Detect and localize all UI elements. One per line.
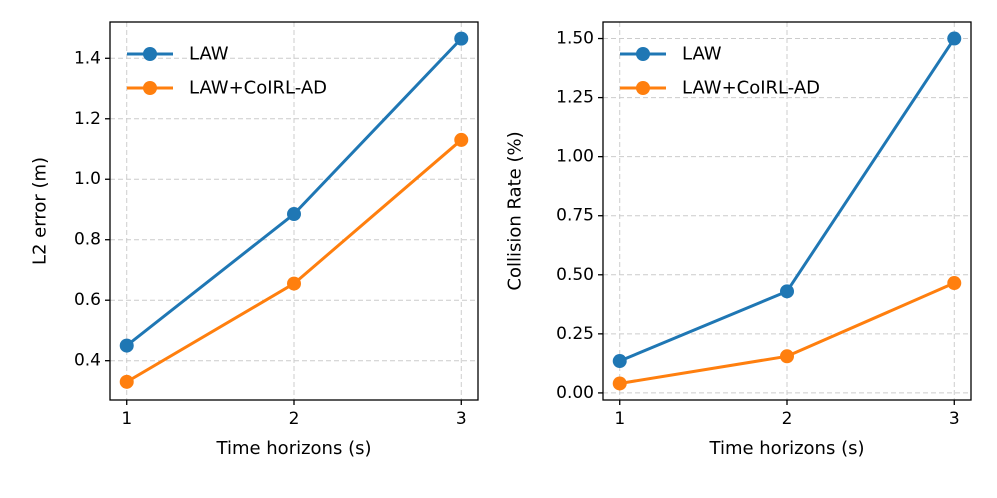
y-tick-label: 0.75 [556,206,594,226]
legend-marker [143,47,157,61]
legend-marker [636,81,650,95]
data-point-law [780,284,794,299]
x-axis-label: Time horizons (s) [216,438,372,459]
y-axis-label: L2 error (m) [30,157,51,265]
data-point-law [947,31,962,46]
data-point-law-coirl-ad [287,276,301,291]
legend: LAW LAW+CoIRL-AD [127,44,327,99]
data-point-law-coirl-ad [947,276,962,291]
plot-area-frame [109,21,479,401]
y-tick-label: 1.0 [74,169,101,189]
chart-panel-1: 0.4 0.6 0.8 1.0 1.2 1.4 1 2 3 Time horizons (s) L2… [30,21,479,459]
x-tick-label: 1 [121,409,132,429]
x-tick-label: 3 [949,409,960,429]
x-axis-label: Time horizons (s) [709,438,865,459]
y-tick-label: 0.8 [74,230,101,250]
legend: LAW LAW+CoIRL-AD [620,44,820,99]
y-tick-label: 0.50 [556,265,594,285]
legend-marker [636,47,650,61]
y-tick-label: 1.50 [556,29,594,49]
y-tick-label: 0.25 [556,324,594,344]
y-tick-label: 1.2 [74,109,101,129]
x-tick-label: 3 [456,409,467,429]
y-tick-label: 1.00 [556,147,594,167]
data-point-law [454,31,469,46]
y-tick-label: 1.4 [74,48,101,68]
data-point-law [287,207,301,222]
data-point-law-coirl-ad [612,376,627,391]
legend-label: LAW [189,44,229,65]
data-point-law-coirl-ad [780,349,794,364]
legend-marker [143,81,157,95]
data-point-law-coirl-ad [119,374,134,389]
y-tick-label: 0.6 [74,290,101,310]
legend-label: LAW+CoIRL-AD [189,78,327,99]
data-point-law-coirl-ad [454,132,469,147]
x-tick-label: 2 [782,409,793,429]
chart-panel-2: 0.00 0.25 0.50 0.75 1.00 1.25 1.50 1 2 3 Time hori… [505,21,972,459]
x-tick-label: 2 [289,409,300,429]
plot-area-frame [602,21,972,401]
y-tick-label: 0.00 [556,383,594,403]
y-tick-label: 1.25 [556,88,594,108]
y-axis-label: Collision Rate (%) [505,131,526,290]
data-point-law [612,354,627,369]
data-point-law [119,338,134,353]
legend-label: LAW [682,44,722,65]
y-tick-label: 0.4 [74,351,101,371]
x-tick-label: 1 [614,409,625,429]
legend-label: LAW+CoIRL-AD [682,78,820,99]
